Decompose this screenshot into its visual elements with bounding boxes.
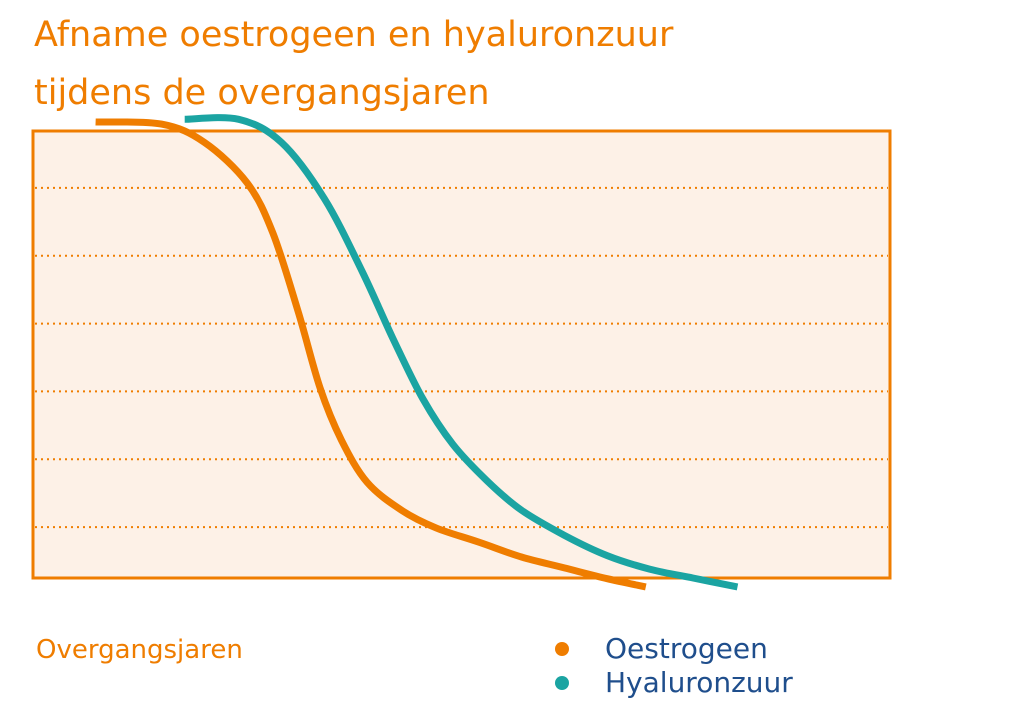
series-lines <box>95 114 739 591</box>
legend-item-oestrogeen: Oestrogeen <box>552 632 793 666</box>
legend-marker-oestrogeen <box>555 642 569 656</box>
chart-title: Afname oestrogeen en hyaluronzuur tijden… <box>34 6 934 122</box>
legend: Oestrogeen Hyaluronzuur <box>552 632 793 700</box>
x-axis-label: Overgangsjaren <box>36 635 243 665</box>
legend-label-oestrogeen: Oestrogeen <box>605 632 768 665</box>
legend-item-hyaluronzuur: Hyaluronzuur <box>552 666 793 700</box>
chart-title-line-2: tijdens de overgangsjaren <box>34 73 490 113</box>
series-line-hyaluronzuur <box>184 114 739 591</box>
series-line-oestrogeen <box>95 118 647 591</box>
legend-label-hyaluronzuur: Hyaluronzuur <box>605 666 793 699</box>
plot-area <box>31 129 892 580</box>
chart-title-line-1: Afname oestrogeen en hyaluronzuur <box>34 15 674 55</box>
legend-marker-hyaluronzuur <box>555 676 569 690</box>
